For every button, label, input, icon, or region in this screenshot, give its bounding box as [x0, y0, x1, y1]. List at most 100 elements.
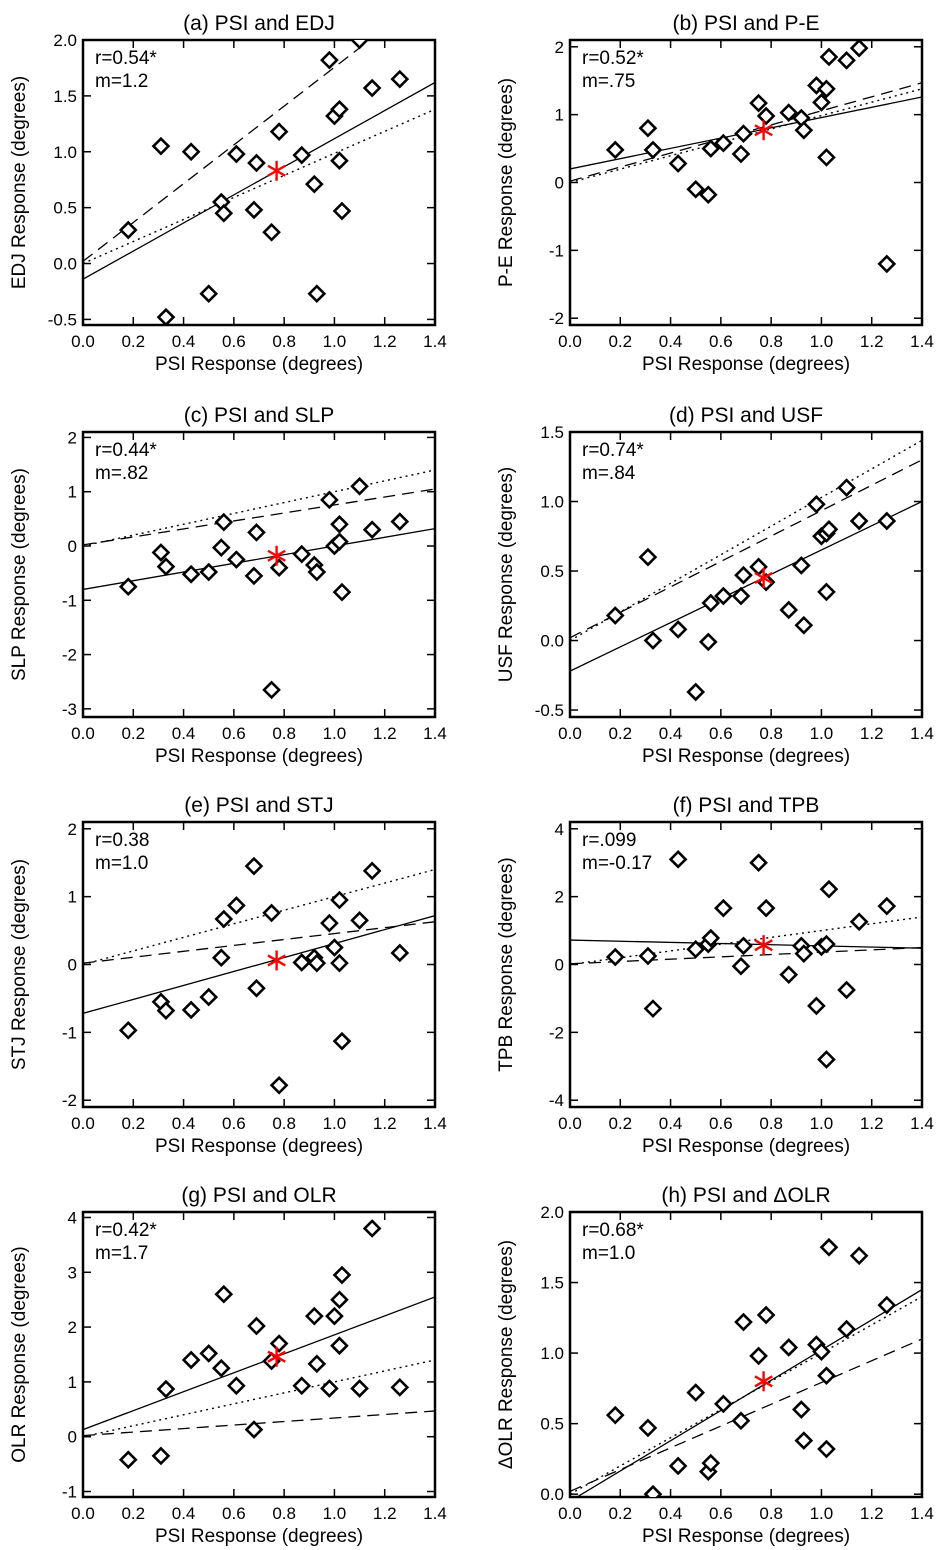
data-point — [390, 69, 410, 89]
y-tick-label: 1.0 — [540, 1344, 564, 1363]
x-tick-label: 1.0 — [323, 1504, 347, 1523]
data-point — [812, 1342, 831, 1362]
y-tick-label: 1 — [68, 483, 77, 502]
dotted-fit-line — [83, 868, 435, 966]
dashed-fit-line — [570, 946, 922, 965]
data-point — [605, 140, 625, 160]
data-point — [791, 1400, 811, 1419]
data-point — [304, 174, 324, 194]
x-tick-label: 0.8 — [272, 332, 296, 351]
plot-data — [83, 40, 435, 325]
x-tick-label: 1.0 — [323, 724, 347, 743]
data-point — [350, 40, 369, 50]
data-point — [181, 564, 201, 584]
data-point — [807, 494, 826, 514]
y-tick-label: -2 — [549, 1023, 564, 1042]
dotted-fit-line — [83, 469, 435, 547]
panel-title: (h) PSI and ΔOLR — [661, 1184, 830, 1207]
y-tick-label: 0 — [68, 537, 77, 556]
y-tick-label: 3 — [68, 1263, 77, 1282]
x-axis-label: PSI Response (degrees) — [155, 354, 363, 375]
y-tick-label: 0 — [68, 956, 77, 975]
data-point — [262, 903, 281, 923]
data-point — [269, 1334, 289, 1353]
x-tick-label: 0.8 — [759, 1504, 783, 1523]
slope-label: m=1.2 — [95, 71, 148, 92]
x-tick-label: 0.4 — [172, 1504, 196, 1523]
data-point — [211, 948, 231, 968]
y-tick-label: 0.0 — [53, 255, 77, 274]
x-tick-label: 0.2 — [121, 332, 145, 351]
data-point — [292, 544, 312, 564]
data-point — [749, 1346, 768, 1366]
x-tick-label: 0.6 — [709, 724, 733, 743]
data-point — [330, 890, 349, 910]
slope-label: m=1.0 — [95, 853, 148, 874]
x-tick-label: 0.0 — [558, 1114, 582, 1133]
y-tick-label: -3 — [62, 700, 77, 719]
dotted-fit-line — [83, 108, 435, 265]
data-point — [686, 179, 706, 199]
x-tick-label: 0.2 — [608, 332, 632, 351]
data-point — [118, 577, 138, 597]
plot-frame — [81, 430, 437, 719]
x-tick-label: 0.2 — [121, 724, 145, 743]
data-point — [307, 1354, 327, 1374]
y-tick-label: 1 — [68, 1373, 77, 1392]
data-point — [701, 1453, 721, 1473]
correlation-label: r=0.54* — [95, 48, 157, 69]
data-point — [794, 944, 814, 963]
data-point — [734, 1312, 753, 1332]
y-tick-label: 2 — [68, 428, 77, 447]
data-point — [269, 558, 289, 578]
data-point — [701, 928, 721, 948]
data-point — [247, 1316, 266, 1336]
data-point — [698, 632, 718, 652]
data-point — [181, 1000, 201, 1020]
x-tick-label: 0.4 — [659, 1504, 683, 1523]
data-point — [701, 593, 721, 613]
solid-fit-line — [83, 527, 435, 591]
x-tick-label: 1.2 — [860, 332, 884, 351]
y-axis-label: SLP Response (degrees) — [9, 468, 30, 681]
data-point — [849, 40, 869, 58]
x-tick-label: 0.0 — [71, 332, 95, 351]
x-tick-label: 0.0 — [558, 332, 582, 351]
x-tick-label: 0.8 — [759, 1114, 783, 1133]
mean-asterisk — [267, 1346, 286, 1367]
data-point — [731, 1411, 751, 1431]
data-point — [307, 284, 327, 304]
data-point — [756, 106, 776, 126]
data-point — [330, 1290, 349, 1310]
panel-e: (e) PSI and STJ 0.0 0.2 0.4 0.6 0.8 1.0 1.2 1.4 -… — [9, 794, 447, 1157]
data-point — [350, 1379, 369, 1398]
y-tick-label: 0.0 — [540, 632, 564, 651]
y-tick-label: 0 — [68, 1428, 77, 1447]
data-point — [819, 1237, 839, 1257]
asterisk-stroke — [267, 549, 286, 562]
x-tick-label: 0.0 — [558, 1504, 582, 1523]
data-point — [390, 1378, 410, 1397]
data-point — [330, 953, 349, 973]
data-point — [227, 1376, 246, 1396]
panel-h: (h) PSI and ΔOLR 0.0 0.2 0.4 0.6 0.8 1.0 1.2 1.4… — [496, 1184, 934, 1547]
data-point — [779, 103, 799, 122]
data-point — [837, 980, 856, 1000]
data-point — [227, 550, 246, 569]
x-tick-label: 0.6 — [709, 1114, 733, 1133]
plot-data — [570, 40, 922, 274]
x-tick-label: 0.4 — [172, 1114, 196, 1133]
data-point — [877, 511, 897, 531]
asterisk-stroke — [754, 124, 773, 137]
data-point — [749, 93, 768, 113]
data-point — [214, 512, 234, 532]
data-point — [390, 512, 410, 531]
data-point — [643, 1484, 663, 1497]
panel-c: (c) PSI and SLP 0.0 0.2 0.4 0.6 0.8 1.0 1.2 1.4 -… — [9, 404, 447, 767]
x-tick-label: 1.4 — [423, 1504, 447, 1523]
data-point — [325, 1306, 344, 1326]
data-point — [877, 1295, 897, 1315]
panel-title: (e) PSI and STJ — [184, 794, 333, 817]
y-tick-label: 4 — [68, 1208, 77, 1227]
